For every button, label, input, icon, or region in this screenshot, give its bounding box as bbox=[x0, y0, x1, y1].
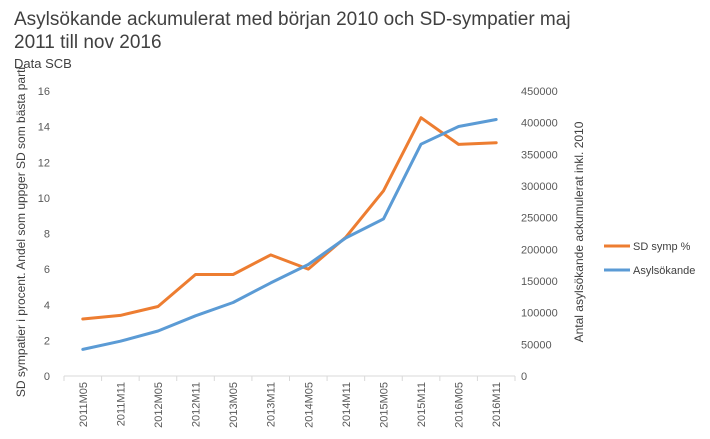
x-tick-label: 2014M11 bbox=[341, 382, 353, 427]
x-tick-label: 2013M05 bbox=[228, 382, 240, 428]
x-tick-label: 2015M11 bbox=[416, 382, 428, 427]
x-tick-label: 2014M05 bbox=[303, 382, 315, 428]
right-tick-label: 0 bbox=[521, 371, 527, 383]
right-tick-label: 200000 bbox=[521, 244, 558, 256]
left-tick-label: 14 bbox=[38, 122, 50, 134]
x-tick-label: 2013M11 bbox=[266, 382, 278, 427]
x-tick-label: 2012M05 bbox=[153, 382, 165, 428]
chart-title: Asylsökande ackumulerat med början 2010 … bbox=[14, 9, 571, 53]
x-tick-label: 2016M11 bbox=[491, 382, 503, 427]
right-tick-label: 100000 bbox=[521, 308, 558, 320]
right-tick-label: 150000 bbox=[521, 276, 558, 288]
right-tick-label: 300000 bbox=[521, 181, 558, 193]
right-tick-label: 50000 bbox=[521, 339, 552, 351]
series-line bbox=[81, 118, 498, 351]
left-tick-label: 0 bbox=[44, 371, 50, 383]
left-tick-label: 12 bbox=[38, 157, 50, 169]
legend: SD symp % Asylsökande bbox=[604, 241, 695, 277]
left-axis-title: SD sympatier i procent. Andel som uppger… bbox=[14, 67, 28, 397]
right-y-axis: 0 50000 100000 150000 200000 250000 300000 3500… bbox=[521, 86, 558, 383]
x-axis: 2011M05 2011M11 2012M05 2012M11 2013M05 2013M… bbox=[63, 375, 516, 428]
right-tick-label: 400000 bbox=[521, 118, 558, 130]
series-line bbox=[81, 116, 498, 321]
left-tick-label: 10 bbox=[38, 193, 50, 205]
right-tick-label: 450000 bbox=[521, 86, 558, 98]
left-tick-label: 8 bbox=[44, 229, 50, 241]
x-tick-label: 2012M11 bbox=[191, 382, 203, 427]
legend-label: Asylsökande bbox=[633, 265, 695, 277]
left-tick-label: 4 bbox=[44, 300, 50, 312]
left-tick-label: 16 bbox=[38, 86, 50, 98]
left-tick-label: 6 bbox=[44, 264, 50, 276]
chart-subtitle: Data SCB bbox=[14, 56, 72, 71]
right-tick-label: 250000 bbox=[521, 213, 558, 225]
right-tick-label: 350000 bbox=[521, 149, 558, 161]
left-y-axis: 0 2 4 6 8 10 12 14 16 bbox=[38, 86, 50, 383]
left-tick-label: 2 bbox=[44, 335, 50, 347]
series-lines bbox=[81, 116, 498, 351]
x-tick-label: 2016M05 bbox=[454, 382, 466, 428]
x-tick-label: 2011M11 bbox=[115, 382, 127, 426]
right-axis-title: Antal asylsökande ackumulerat inkl. 2010 bbox=[572, 121, 586, 342]
x-tick-label: 2011M05 bbox=[78, 382, 90, 427]
legend-label: SD symp % bbox=[633, 241, 691, 253]
x-tick-label: 2015M05 bbox=[378, 382, 390, 428]
